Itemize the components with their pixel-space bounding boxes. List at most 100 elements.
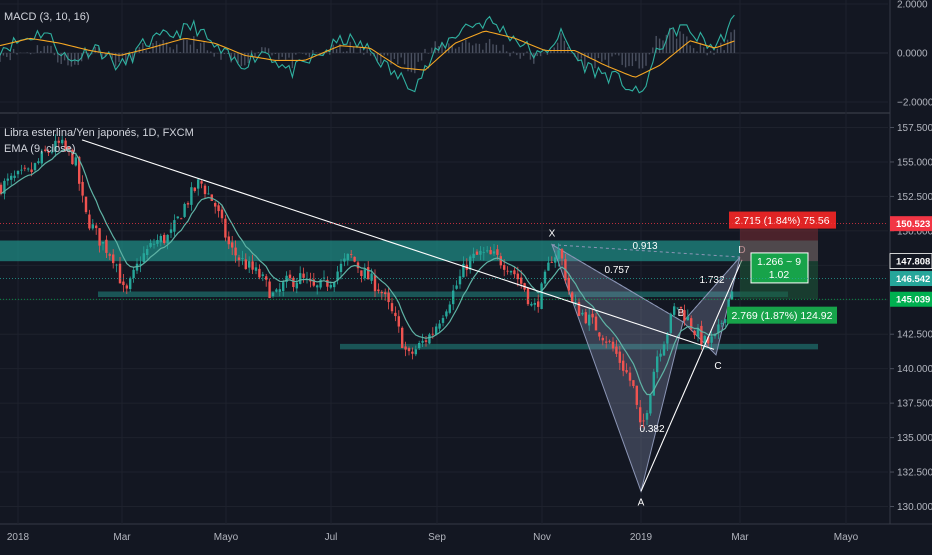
candle-body	[244, 259, 247, 270]
trendlines-layer[interactable]	[81, 139, 743, 492]
price-tag	[890, 216, 932, 232]
candle-body	[360, 270, 363, 277]
candle-body	[84, 196, 88, 213]
x-tick-label: 2018	[7, 532, 30, 543]
candle-body	[469, 256, 472, 270]
candle-body	[560, 249, 564, 259]
candle-body	[101, 242, 105, 244]
candle-body	[166, 234, 169, 244]
candle-body	[33, 163, 37, 171]
candle-body	[445, 311, 448, 317]
candle-body	[78, 156, 81, 184]
candle-body	[615, 346, 618, 354]
ema-line	[0, 149, 733, 396]
candle-body	[183, 203, 186, 217]
candle-body	[237, 257, 241, 261]
candle-body	[10, 175, 13, 180]
stop-text: 2.769 (1.87%) 124.92	[732, 310, 833, 322]
candle-body	[326, 279, 329, 287]
candle-body	[288, 274, 292, 279]
ascending-trendline	[640, 259, 743, 492]
candle-body	[438, 323, 441, 329]
price-tag-label: 146.542	[896, 274, 930, 285]
candle-body	[217, 205, 220, 212]
candle-body	[265, 276, 268, 280]
y-tick-label: 150.000	[897, 226, 932, 237]
candle-body	[207, 193, 210, 195]
symbol-legend[interactable]: Libra esterlina/Yen japonés, 1D, FXCM	[4, 127, 194, 139]
candle-body	[492, 251, 496, 254]
candle-body	[125, 285, 128, 289]
candle-body	[149, 243, 152, 247]
candle-body	[543, 271, 547, 284]
candle-body	[0, 184, 3, 194]
axis-layer: 157.500155.000152.500150.000147.500145.0…	[0, 0, 932, 543]
price-tag-label: 150.523	[896, 219, 930, 230]
candle-body	[343, 258, 346, 262]
candle-body	[316, 285, 319, 288]
candle-body	[520, 277, 523, 284]
x-tick-label: Mayo	[214, 532, 239, 543]
x-tick-label: Jul	[325, 532, 338, 543]
ema-legend[interactable]: EMA (9, close)	[4, 143, 76, 155]
lower-zone	[340, 343, 818, 350]
candle-body	[567, 277, 570, 291]
position-tool[interactable]: 2.715 (1.84%) 75.56 1.266 ~ 91.02 2.769 (1…	[727, 211, 837, 324]
candle-body	[346, 253, 349, 261]
candle-body	[132, 269, 135, 279]
candle-body	[649, 394, 652, 414]
y-tick-label: 137.500	[897, 399, 932, 410]
candle-body	[3, 180, 6, 194]
candle-body	[533, 302, 536, 305]
candle-body	[414, 349, 417, 355]
candle-body	[431, 333, 434, 335]
candle-body	[506, 270, 509, 272]
grid-layer	[0, 0, 888, 524]
candle-body	[152, 243, 156, 245]
macd-tick-label: 2.0000	[897, 0, 928, 11]
candle-body	[27, 168, 30, 170]
candle-body	[435, 326, 438, 335]
candle-body	[54, 140, 57, 152]
candle-body	[475, 251, 479, 255]
candle-body	[479, 250, 482, 255]
candle-body	[591, 313, 594, 318]
candle-body	[173, 220, 176, 232]
y-tick-label: 152.500	[897, 192, 932, 203]
candle-body	[142, 253, 145, 263]
candle-body	[537, 301, 540, 307]
candle-body	[367, 267, 370, 280]
pattern-point-a: A	[638, 497, 645, 508]
candle-body	[13, 175, 16, 178]
candle-body	[333, 282, 336, 288]
x-tick-label: Sep	[428, 532, 446, 543]
candle-body	[635, 385, 638, 405]
pattern-ratio: 1.732	[699, 275, 724, 286]
candle-body	[411, 351, 414, 354]
candle-body	[129, 278, 132, 290]
pattern-xb	[551, 244, 684, 323]
candle-body	[47, 152, 50, 153]
candle-body	[44, 149, 47, 152]
candle-body	[724, 319, 727, 323]
candle-body	[122, 281, 125, 286]
x-tick-label: Mar	[113, 532, 131, 543]
macd-line	[0, 14, 735, 94]
candle-body	[652, 371, 655, 396]
candle-body	[666, 333, 669, 344]
candle-body	[679, 306, 683, 309]
pattern-bd	[682, 256, 741, 323]
candle-body	[717, 324, 720, 333]
candle-body	[234, 247, 237, 256]
macd-tick-label: −2.0000	[897, 98, 932, 109]
candle-body	[295, 282, 298, 289]
candle-body	[74, 157, 77, 166]
candle-body	[61, 139, 64, 144]
candle-body	[248, 261, 251, 268]
stop-box	[727, 306, 837, 324]
candle-body	[683, 310, 686, 321]
candle-body	[275, 289, 278, 292]
x-tick-label: Mayo	[834, 532, 859, 543]
